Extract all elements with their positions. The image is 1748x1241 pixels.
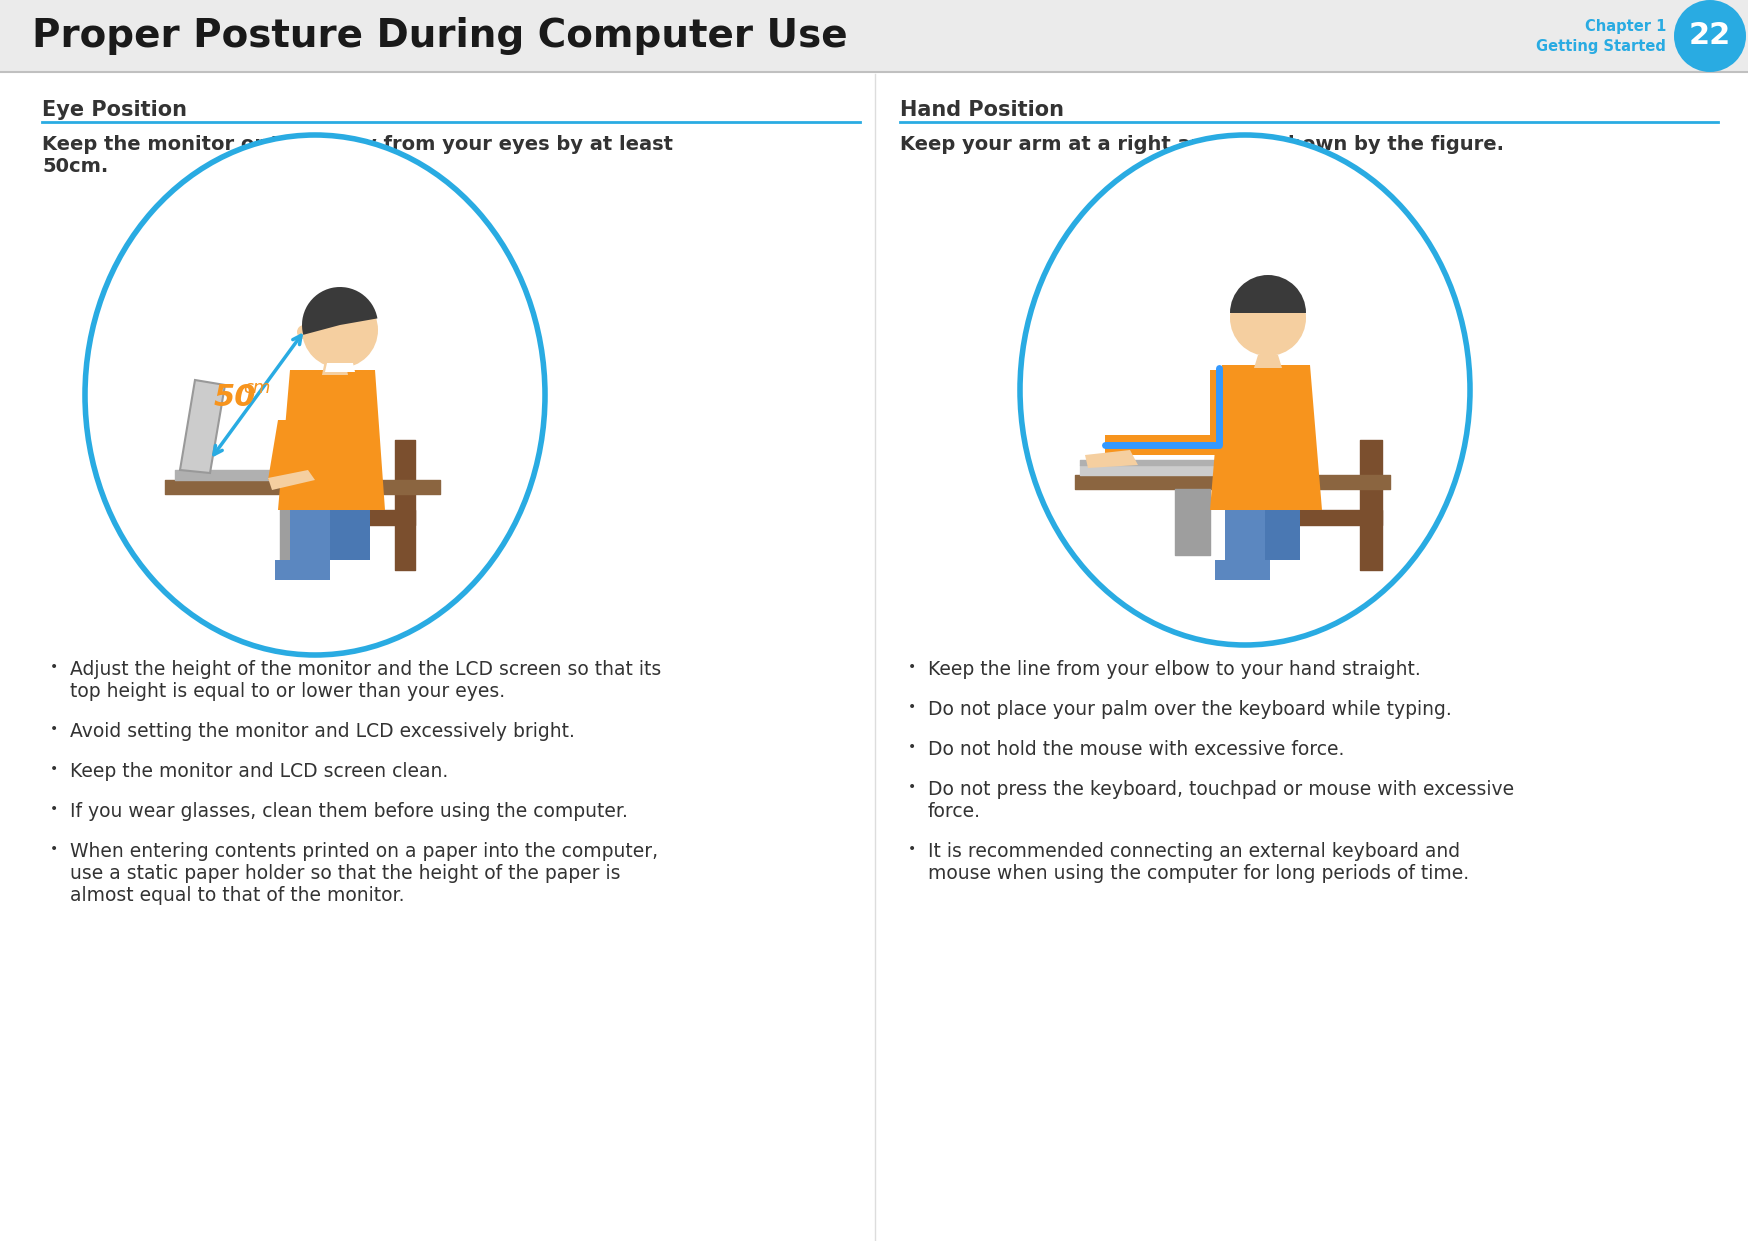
Polygon shape <box>322 360 348 375</box>
Ellipse shape <box>1019 135 1468 645</box>
Polygon shape <box>1084 450 1138 468</box>
Text: Do not hold the mouse with excessive force.: Do not hold the mouse with excessive for… <box>928 740 1344 759</box>
Text: almost equal to that of the monitor.: almost equal to that of the monitor. <box>70 886 404 905</box>
Circle shape <box>1673 0 1745 72</box>
Text: When entering contents printed on a paper into the computer,: When entering contents printed on a pape… <box>70 841 657 861</box>
Text: Do not place your palm over the keyboard while typing.: Do not place your palm over the keyboard… <box>928 700 1451 719</box>
Wedge shape <box>302 287 378 335</box>
Text: 50: 50 <box>213 382 257 412</box>
Polygon shape <box>278 370 385 510</box>
Text: Hand Position: Hand Position <box>900 101 1063 120</box>
Wedge shape <box>1229 276 1306 313</box>
Text: Eye Position: Eye Position <box>42 101 187 120</box>
Text: top height is equal to or lower than your eyes.: top height is equal to or lower than you… <box>70 683 505 701</box>
Text: Keep the monitor or LCD away from your eyes by at least: Keep the monitor or LCD away from your e… <box>42 135 673 154</box>
Polygon shape <box>1224 510 1264 560</box>
Circle shape <box>1229 280 1306 356</box>
Text: Avoid setting the monitor and LCD excessively bright.: Avoid setting the monitor and LCD excess… <box>70 722 575 741</box>
Ellipse shape <box>86 135 545 655</box>
Text: Getting Started: Getting Started <box>1535 38 1666 53</box>
Text: •: • <box>51 762 58 776</box>
Circle shape <box>302 292 378 369</box>
Text: •: • <box>907 841 916 856</box>
Text: •: • <box>51 660 58 674</box>
Text: Keep your arm at a right angle as shown by the figure.: Keep your arm at a right angle as shown … <box>900 135 1503 154</box>
Text: •: • <box>51 841 58 856</box>
Polygon shape <box>1105 436 1227 455</box>
Polygon shape <box>1210 370 1227 436</box>
Polygon shape <box>267 470 315 490</box>
Text: 22: 22 <box>1689 21 1731 51</box>
Text: 50cm.: 50cm. <box>42 158 108 176</box>
Polygon shape <box>1215 560 1269 580</box>
Polygon shape <box>180 380 225 473</box>
Circle shape <box>297 325 311 339</box>
Text: It is recommended connecting an external keyboard and: It is recommended connecting an external… <box>928 841 1460 861</box>
Bar <box>0 0 1748 72</box>
Polygon shape <box>1253 355 1281 369</box>
Polygon shape <box>1210 365 1321 510</box>
Text: Keep the monitor and LCD screen clean.: Keep the monitor and LCD screen clean. <box>70 762 447 781</box>
Text: Keep the line from your elbow to your hand straight.: Keep the line from your elbow to your ha… <box>928 660 1419 679</box>
Text: •: • <box>51 802 58 817</box>
Text: use a static paper holder so that the height of the paper is: use a static paper holder so that the he… <box>70 864 621 884</box>
Text: Chapter 1: Chapter 1 <box>1584 19 1666 34</box>
Text: Adjust the height of the monitor and the LCD screen so that its: Adjust the height of the monitor and the… <box>70 660 661 679</box>
Polygon shape <box>1264 510 1299 560</box>
Text: Do not press the keyboard, touchpad or mouse with excessive: Do not press the keyboard, touchpad or m… <box>928 781 1514 799</box>
Text: •: • <box>907 700 916 714</box>
Text: force.: force. <box>928 802 981 822</box>
Polygon shape <box>290 510 330 560</box>
Text: •: • <box>907 740 916 755</box>
Polygon shape <box>274 560 330 580</box>
Text: cm: cm <box>243 379 271 397</box>
Text: •: • <box>51 722 58 736</box>
Text: mouse when using the computer for long periods of time.: mouse when using the computer for long p… <box>928 864 1468 884</box>
Polygon shape <box>330 510 371 560</box>
Polygon shape <box>267 419 295 480</box>
Text: Proper Posture During Computer Use: Proper Posture During Computer Use <box>31 17 848 55</box>
Text: •: • <box>907 781 916 794</box>
Text: If you wear glasses, clean them before using the computer.: If you wear glasses, clean them before u… <box>70 802 628 822</box>
Polygon shape <box>325 364 355 372</box>
Text: •: • <box>907 660 916 674</box>
